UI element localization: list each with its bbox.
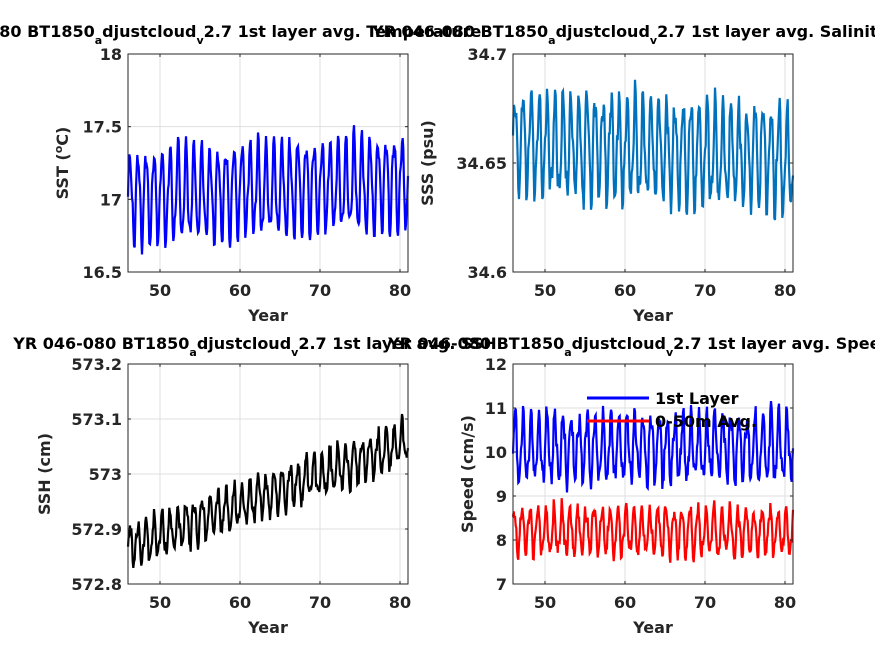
y-tick-label: 573.2 (71, 355, 122, 374)
x-tick-label: 60 (614, 593, 636, 612)
y-axis-label: Speed (cm/s) (458, 415, 477, 533)
chart-4: 50 60 70 80 7 8 9 10 11 12 Year Speed (cm/s) YR 046-… (387, 334, 875, 637)
x-tick-label: 60 (614, 281, 636, 300)
y-axis-label: SSS (psu) (418, 120, 437, 206)
chart-1: 50 60 70 80 16.5 17 17.5 18 Year SST (oC) YR 046-0… (0, 22, 482, 325)
x-tick-label: 60 (229, 281, 251, 300)
y-tick-label: 17.5 (83, 118, 122, 137)
chart-3: 50 60 70 80 572.8 572.9 573 573.1 573.2 Year SSH (… (12, 334, 496, 637)
chart-title: YR 046-080 BT1850adjustcloudv2.7 1st lay… (12, 334, 496, 359)
y-tick-label: 34.7 (468, 45, 507, 64)
x-axis-label: Year (632, 618, 673, 637)
y-tick-label: 18 (100, 45, 122, 64)
legend: 1st Layer 0-50m Avg. (587, 389, 757, 431)
y-tick-label: 573 (89, 465, 122, 484)
x-tick-label: 60 (229, 593, 251, 612)
y-tick-label: 572.9 (71, 520, 122, 539)
x-tick-label: 50 (534, 593, 556, 612)
y-axis-label: SSH (cm) (35, 433, 54, 515)
x-tick-label: 70 (309, 593, 331, 612)
x-tick-label: 70 (694, 593, 716, 612)
y-tick-label: 8 (496, 531, 507, 550)
y-tick-label: 11 (485, 399, 507, 418)
series-line-1 (511, 400, 795, 493)
x-tick-label: 80 (774, 593, 796, 612)
axes-box (127, 53, 409, 273)
y-tick-label: 34.65 (456, 154, 507, 173)
y-tick-label: 34.6 (468, 263, 507, 282)
series-line-1 (511, 79, 795, 221)
series-line-1 (126, 125, 410, 255)
series-line-2 (511, 498, 795, 563)
y-tick-label: 9 (496, 487, 507, 506)
x-axis-label: Year (247, 618, 288, 637)
x-tick-label: 50 (534, 281, 556, 300)
axes-box (512, 363, 794, 585)
x-tick-label: 50 (149, 593, 171, 612)
x-tick-label: 70 (309, 281, 331, 300)
x-tick-label: 50 (149, 281, 171, 300)
x-tick-label: 80 (389, 593, 411, 612)
y-tick-label: 10 (485, 443, 507, 462)
chart-title: YR 046-080 BT1850adjustcloudv2.7 1st lay… (371, 22, 875, 47)
y-tick-label: 572.8 (71, 575, 122, 594)
y-tick-label: 17 (100, 190, 122, 209)
y-tick-label: 573.1 (71, 410, 122, 429)
y-tick-label: 7 (496, 575, 507, 594)
legend-label-2: 0-50m Avg. (655, 412, 757, 431)
x-tick-label: 80 (389, 281, 411, 300)
chart-title: YR 046-080 BT1850adjustcloudv2.7 1st lay… (387, 334, 875, 359)
legend-label-1: 1st Layer (655, 389, 739, 408)
x-axis-label: Year (632, 306, 673, 325)
chart-2: 50 60 70 80 34.6 34.65 34.7 Year SSS (psu) YR 046… (371, 22, 875, 325)
y-axis-label: SST (oC) (52, 127, 73, 200)
x-axis-label: Year (247, 306, 288, 325)
series-line-1 (126, 413, 410, 569)
x-tick-label: 80 (774, 281, 796, 300)
y-tick-label: 12 (485, 355, 507, 374)
chart-title: YR 046-080 BT1850adjustcloudv2.7 1st lay… (0, 22, 482, 47)
y-tick-label: 16.5 (83, 263, 122, 282)
x-tick-label: 70 (694, 281, 716, 300)
